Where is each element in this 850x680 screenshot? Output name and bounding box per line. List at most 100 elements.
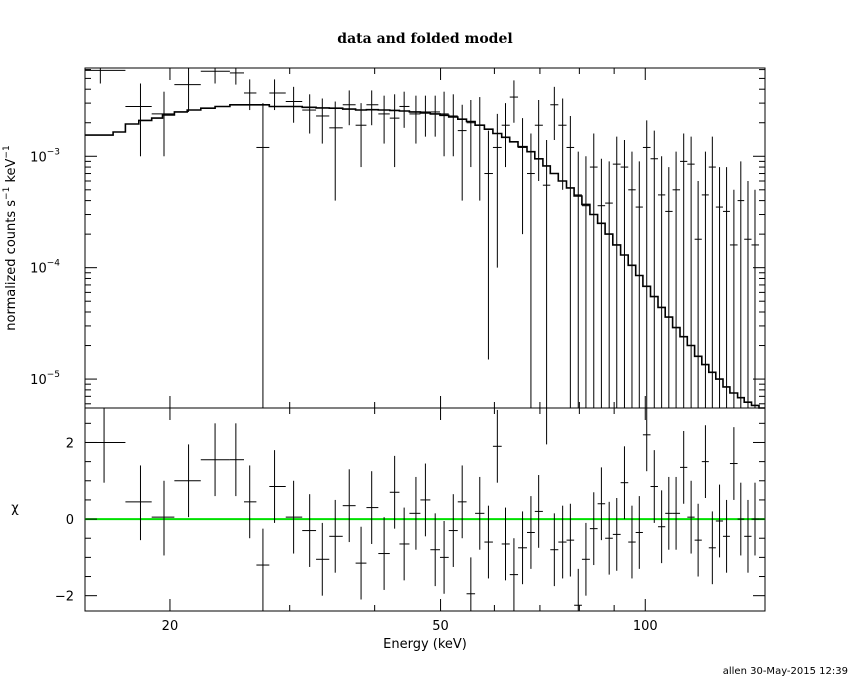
- data-point: [342, 90, 356, 126]
- data-point: [389, 94, 400, 168]
- y-tick-label: 0: [66, 513, 74, 528]
- data-point: [457, 104, 467, 201]
- residual-point: [628, 505, 636, 579]
- data-point: [448, 94, 458, 157]
- data-point: [729, 189, 738, 408]
- y-tick-label: 10−3: [30, 147, 60, 165]
- residual-point: [605, 501, 613, 575]
- data-point: [526, 133, 535, 408]
- data-point: [558, 98, 567, 190]
- data-point: [722, 167, 730, 408]
- chart-title: data and folded model: [337, 31, 512, 47]
- residual-point: [642, 408, 651, 472]
- data-point: [492, 113, 502, 268]
- data-point: [680, 133, 688, 408]
- residual-point: [620, 446, 629, 520]
- residual-point: [534, 475, 543, 548]
- residual-point: [475, 476, 485, 550]
- data-point: [229, 68, 245, 85]
- x-axis-label: Energy (keV): [383, 637, 467, 652]
- data-point: [574, 151, 582, 408]
- data-point: [269, 79, 286, 111]
- residual-point: [457, 465, 467, 539]
- data-point: [366, 90, 379, 126]
- residual-point: [501, 507, 510, 581]
- data-point: [635, 161, 643, 408]
- data-point: [744, 180, 752, 408]
- residual-point: [597, 467, 606, 541]
- data-point: [256, 103, 270, 408]
- data-point: [518, 118, 527, 235]
- residual-point: [285, 480, 303, 554]
- residual-point: [526, 496, 535, 569]
- data-point: [151, 91, 175, 157]
- model-line: [85, 104, 765, 409]
- residual-point: [174, 444, 201, 518]
- data-point: [534, 99, 543, 181]
- residual-point: [269, 450, 286, 523]
- residual-point: [329, 499, 343, 573]
- residual-point: [751, 482, 760, 556]
- residual-point: [680, 430, 688, 504]
- data-point: [581, 156, 590, 408]
- timestamp-stamp: allen 30-May-2015 12:39: [723, 666, 848, 677]
- residual-point: [635, 496, 643, 569]
- data-point: [430, 95, 440, 137]
- residual-point: [665, 476, 673, 550]
- y-tick-label: −2: [55, 590, 74, 605]
- data-point: [628, 151, 636, 408]
- residual-point: [85, 408, 126, 483]
- y-tick-label: 10−4: [30, 259, 60, 277]
- data-point: [302, 94, 317, 134]
- residual-point: [694, 503, 702, 577]
- residual-point: [687, 480, 695, 554]
- residual-point: [302, 494, 317, 567]
- y-tick-label: 2: [66, 436, 74, 451]
- residual-point: [151, 480, 175, 556]
- residual-point: [722, 499, 730, 573]
- residual-point: [430, 513, 440, 587]
- residual-point: [581, 522, 590, 596]
- residual-point: [420, 463, 431, 537]
- data-point: [174, 68, 201, 112]
- residual-point: [316, 522, 330, 596]
- data-point: [708, 136, 716, 408]
- data-point: [355, 103, 367, 168]
- data-point: [475, 97, 485, 201]
- residual-point: [256, 528, 270, 611]
- data-point: [605, 161, 613, 408]
- data-point: [399, 91, 410, 128]
- data-point: [650, 130, 658, 408]
- residual-point: [439, 520, 449, 594]
- residual-point: [612, 498, 621, 571]
- residual-point: [342, 469, 356, 543]
- data-point: [550, 86, 559, 140]
- data-point: [687, 136, 695, 408]
- top-panel: 10−3 10−4 10−5: [30, 67, 766, 409]
- residual-point: [378, 517, 390, 590]
- data-point: [420, 95, 431, 137]
- data-point: [694, 180, 702, 408]
- data-point: [620, 139, 629, 408]
- residual-point: [518, 511, 527, 585]
- residual-point: [366, 471, 379, 544]
- residual-point: [657, 490, 666, 564]
- data-point: [378, 95, 390, 144]
- top-ylabel: normalized counts s−1 keV−1: [2, 145, 19, 330]
- data-point: [597, 158, 606, 408]
- data-point: [642, 120, 651, 408]
- data-point: [484, 130, 493, 360]
- residual-point: [542, 407, 551, 445]
- data-point: [715, 167, 723, 408]
- data-point: [665, 167, 673, 408]
- residual-point: [229, 423, 245, 497]
- data-point: [200, 68, 230, 84]
- residual-point: [701, 425, 709, 499]
- data-point: [737, 161, 745, 408]
- bottom-ylabel: χ: [11, 501, 19, 516]
- data-point: [657, 156, 666, 408]
- residual-point: [125, 465, 152, 541]
- x-tick-label: 100: [633, 619, 658, 634]
